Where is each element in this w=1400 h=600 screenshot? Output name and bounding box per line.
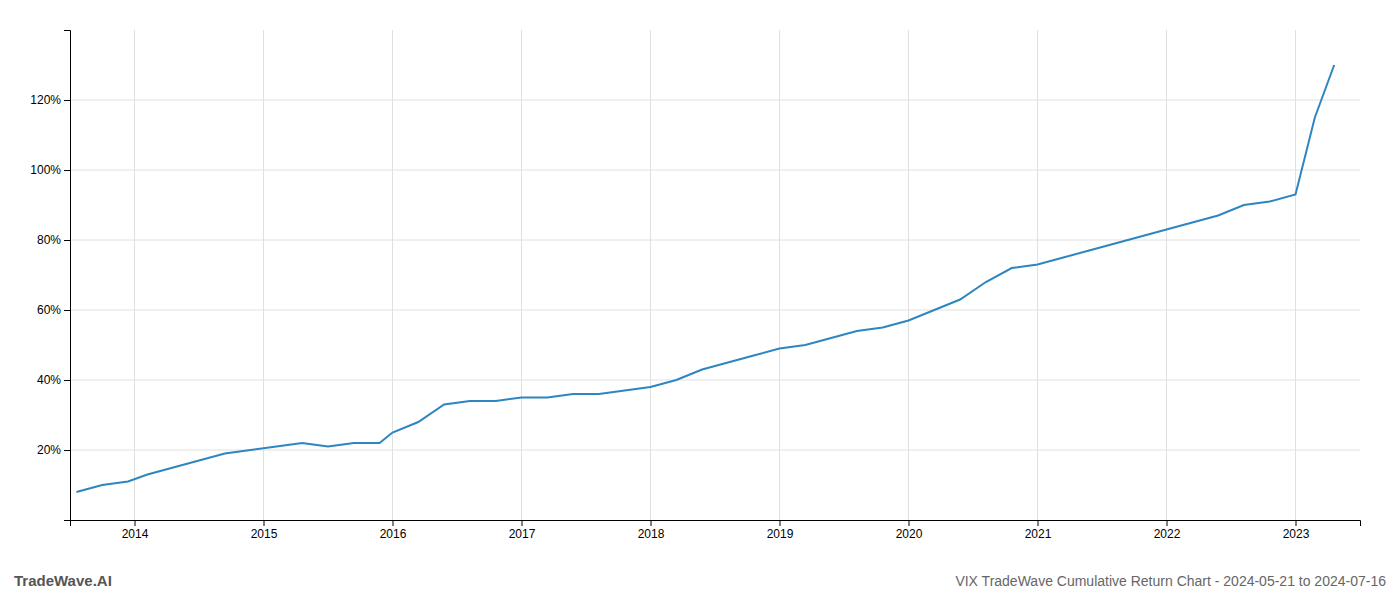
x-tick-label: 2017	[509, 527, 536, 541]
x-tick-mark	[780, 520, 781, 526]
grid-line-x	[263, 30, 264, 520]
x-tick-label: 2022	[1154, 527, 1181, 541]
grid-line-y	[70, 450, 1360, 451]
x-tick-mark	[1167, 520, 1168, 526]
x-tick-mark	[1296, 520, 1297, 526]
y-tick: 100%	[30, 163, 70, 177]
y-tick-label: 120%	[30, 93, 61, 107]
x-tick-label: 2015	[251, 527, 278, 541]
y-tick: 80%	[37, 233, 70, 247]
x-tick: 2020	[896, 520, 923, 541]
grid	[70, 30, 1360, 520]
y-tick-label: 20%	[37, 443, 61, 457]
y-tick: 60%	[37, 303, 70, 317]
title: VIX TradeWave Cumulative Return Chart - …	[955, 573, 1386, 589]
grid-line-x	[392, 30, 393, 520]
marks	[76, 65, 1334, 492]
x-tick-label: 2016	[380, 527, 407, 541]
x-tick-label: 2018	[638, 527, 665, 541]
grid-line-x	[779, 30, 780, 520]
grid-line-y	[70, 310, 1360, 311]
x-tick: 2017	[509, 520, 536, 541]
x-tick-mark	[651, 520, 652, 526]
x-tick: 2016	[380, 520, 407, 541]
x-tick-mark	[135, 520, 136, 526]
x-tick-label: 2019	[767, 527, 794, 541]
x-tick-mark	[264, 520, 265, 526]
grid-line-x	[1037, 30, 1038, 520]
chart: 2014 2015 2016 2017 2018 2019 2020 2021 2022 2023…	[0, 0, 1400, 600]
plot: 2014 2015 2016 2017 2018 2019 2020 2021 2022 2023…	[30, 30, 1360, 541]
y-tick-mark	[64, 240, 70, 241]
y-tick-mark	[64, 170, 70, 171]
y-tick-label: 60%	[37, 303, 61, 317]
x-tick: 2014	[122, 520, 149, 541]
x-tick-mark	[909, 520, 910, 526]
y-tick-label: 40%	[37, 373, 61, 387]
x-tick: 2018	[638, 520, 665, 541]
x-tick: 2019	[767, 520, 794, 541]
x-tick-mark	[393, 520, 394, 526]
y-tick: 120%	[30, 93, 70, 107]
x-tick-label: 2021	[1025, 527, 1052, 541]
x-tick: 2015	[251, 520, 278, 541]
y-tick-mark	[64, 450, 70, 451]
x-tick-mark	[1038, 520, 1039, 526]
x-tick-label: 2020	[896, 527, 923, 541]
y-tick-mark	[64, 310, 70, 311]
grid-line-x	[908, 30, 909, 520]
x-axis-line	[71, 521, 1361, 527]
grid-line-x	[1166, 30, 1167, 520]
y-axis-line	[64, 31, 71, 521]
grid-line-x	[134, 30, 135, 520]
y-tick-label: 100%	[30, 163, 61, 177]
grid-line-y	[70, 100, 1360, 101]
grid-line-y	[70, 170, 1360, 171]
x-tick: 2021	[1025, 520, 1052, 541]
x-tick-mark	[522, 520, 523, 526]
x-tick: 2023	[1283, 520, 1310, 541]
grid-line-y	[70, 240, 1360, 241]
grid-line-x	[1295, 30, 1296, 520]
watermark: TradeWave.AI	[14, 572, 112, 589]
y-tick: 40%	[37, 373, 70, 387]
x-tick-label: 2023	[1283, 527, 1310, 541]
y-tick-mark	[64, 380, 70, 381]
x-tick: 2022	[1154, 520, 1181, 541]
y-tick-mark	[64, 100, 70, 101]
grid-line-x	[650, 30, 651, 520]
y-tick: 20%	[37, 443, 70, 457]
x-tick-label: 2014	[122, 527, 149, 541]
x-axis: 2014 2015 2016 2017 2018 2019 2020 2021 2022 2023	[71, 520, 1361, 541]
y-axis: 20% 40% 60% 80% 100% 120%	[30, 31, 70, 521]
grid-line-x	[521, 30, 522, 520]
line	[76, 65, 1334, 492]
y-tick-label: 80%	[37, 233, 61, 247]
grid-line-y	[70, 380, 1360, 381]
